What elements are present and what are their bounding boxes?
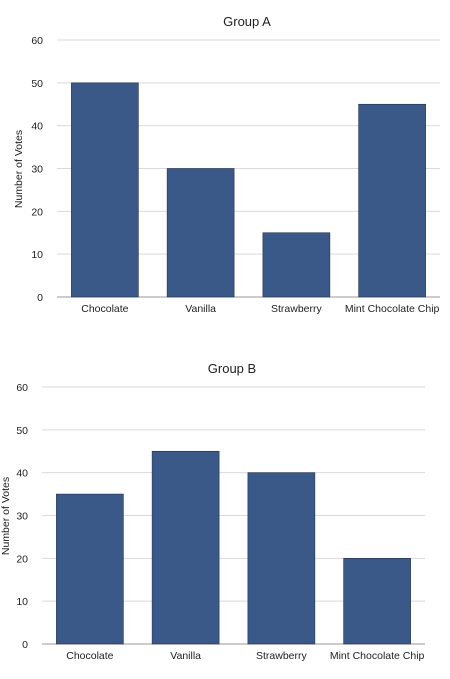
bar — [262, 232, 331, 298]
x-tick-label: Vanilla — [185, 303, 216, 315]
y-tick-label: 50 — [31, 78, 43, 90]
y-tick-label: 60 — [16, 382, 28, 394]
bars — [71, 82, 426, 298]
x-tick-label: Mint Chocolate Chip — [330, 650, 425, 662]
y-tick-label: 60 — [31, 35, 43, 47]
x-tick-label: Mint Chocolate Chip — [345, 303, 440, 315]
y-tick-label: 30 — [16, 511, 28, 523]
y-tick-label: 50 — [16, 425, 28, 437]
y-tick-label: 40 — [16, 468, 28, 480]
chart-title: Group A — [223, 14, 271, 29]
x-tick-label: Vanilla — [170, 650, 201, 662]
y-tick-label: 0 — [22, 639, 28, 651]
y-tick-label: 20 — [31, 206, 43, 218]
bar — [71, 82, 139, 298]
x-tick-labels: Chocolate Vanilla Strawberry Mint Chocolate… — [66, 650, 424, 662]
bar — [358, 103, 426, 298]
bar — [247, 472, 316, 645]
y-tick-label: 30 — [31, 164, 43, 176]
x-tick-label: Strawberry — [271, 303, 323, 315]
y-tick-label: 20 — [16, 553, 28, 565]
y-axis-label: Number of Votes — [13, 130, 25, 208]
group-b-chart: Group B Number of Votes 0 10 20 30 40 50 60 Ch… — [0, 361, 425, 662]
y-tick-label: 10 — [16, 596, 28, 608]
y-axis-label: Number of Votes — [0, 477, 12, 555]
chart-title: Group B — [208, 361, 256, 376]
bars — [56, 450, 411, 645]
y-tick-labels: 0 10 20 30 40 50 60 — [16, 382, 28, 651]
x-tick-label: Strawberry — [256, 650, 308, 662]
x-tick-labels: Chocolate Vanilla Strawberry Mint Chocolate… — [81, 303, 439, 315]
group-a-chart: Group A Number of Votes 0 10 20 30 40 50 60 Ch… — [13, 14, 440, 315]
bar — [166, 168, 235, 298]
bar — [151, 450, 220, 645]
y-tick-labels: 0 10 20 30 40 50 60 — [31, 35, 43, 304]
x-tick-label: Chocolate — [66, 650, 113, 662]
bar — [56, 493, 124, 645]
y-tick-label: 40 — [31, 121, 43, 133]
y-tick-label: 0 — [37, 292, 43, 304]
y-tick-label: 10 — [31, 249, 43, 261]
bar — [343, 558, 411, 645]
x-tick-label: Chocolate — [81, 303, 128, 315]
